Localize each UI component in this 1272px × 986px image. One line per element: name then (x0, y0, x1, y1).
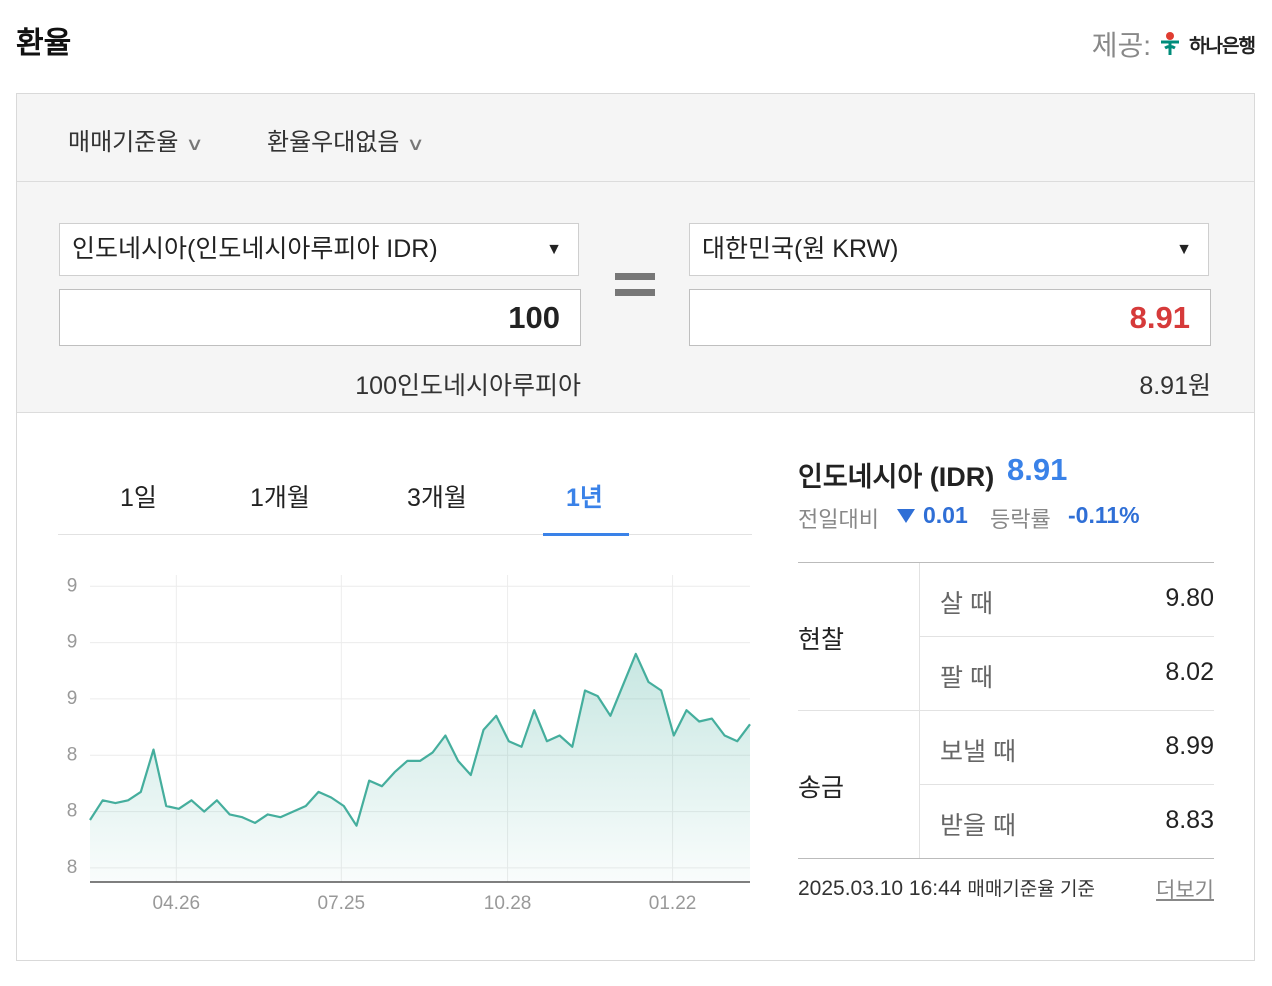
row-divider (920, 636, 1214, 637)
row-label: 받을 때 (940, 812, 1016, 840)
row-divider (920, 784, 1214, 785)
table-bottom (798, 858, 1214, 859)
group-label: 현찰 (798, 626, 845, 654)
x-tick-label: 07.25 (318, 893, 366, 914)
group-divider (798, 710, 1214, 711)
bank-logo (1161, 32, 1180, 55)
provider: 제공: 하나은행 (1091, 24, 1256, 64)
period-tab[interactable]: 3개월 (407, 484, 467, 512)
more-link[interactable]: 더보기 (1156, 879, 1214, 902)
column-divider (919, 563, 920, 858)
rate-line (89, 652, 751, 827)
y-tick-label: 9 (67, 632, 78, 653)
rate-change-value: -0.11% (1068, 502, 1140, 528)
filter-label: 환율우대없음 (267, 129, 400, 156)
x-tick-label: 01.22 (649, 893, 697, 914)
provider-name: 하나은행 (1189, 35, 1256, 57)
rate-change-label: 등락률 (990, 507, 1051, 532)
page-title: 환율 (16, 27, 72, 60)
row-value: 8.83 (1165, 806, 1214, 834)
change-label: 전일대비 (798, 507, 879, 532)
currency-name: 인도네시아(인도네시아루피아 IDR) (72, 235, 438, 263)
equals-sign (615, 273, 655, 296)
x-tick-label: 10.28 (484, 893, 532, 914)
x-tick-label: 04.26 (153, 893, 201, 914)
row-label: 팔 때 (940, 664, 993, 692)
down-arrow (897, 509, 915, 523)
currency-select[interactable]: 인도네시아(인도네시아루피아 IDR) ▼ (59, 223, 579, 276)
period-tab[interactable]: 1일 (120, 484, 157, 512)
y-tick-label: 9 (67, 688, 78, 709)
y-tick-label: 9 (67, 575, 78, 596)
row-value: 9.80 (1165, 584, 1214, 612)
currency-name: 대한민국(원 KRW) (702, 235, 899, 263)
row-label: 살 때 (940, 590, 993, 618)
filter-dropdown[interactable]: 매매기준율 ∨ (68, 129, 205, 156)
active-tab-indicator (543, 533, 629, 536)
result-output[interactable]: 8.91 (689, 289, 1211, 346)
row-label: 보낼 때 (940, 738, 1016, 766)
provider-label: 제공: (1091, 30, 1152, 61)
table-top (798, 562, 1214, 563)
y-tick-label: 8 (67, 857, 78, 878)
timestamp-value: 2025.03.10 16:44 (798, 877, 962, 900)
chart: 9 9 9 8 8 8 04.26 07.25 10.28 01.22 (67, 575, 751, 914)
row-value: 8.02 (1165, 658, 1214, 686)
amount-caption: 100인도네시아루피아 (355, 372, 581, 400)
currency-select[interactable]: 대한민국(원 KRW) ▼ (689, 223, 1209, 276)
amount-input[interactable]: 100 (59, 289, 581, 346)
widget-frame (16, 93, 1255, 961)
filter-label: 매매기준율 (68, 129, 179, 156)
y-tick-label: 8 (67, 744, 78, 765)
summary-rate: 8.91 (1007, 452, 1068, 487)
row-value: 8.99 (1165, 732, 1214, 760)
summary-name: 인도네시아 (IDR) (798, 462, 995, 492)
period-tab[interactable]: 1년 (566, 484, 603, 512)
filter-bar (17, 94, 1254, 182)
group-label: 송금 (798, 774, 845, 802)
basis: 매매기준율 기준 (967, 879, 1095, 900)
period-tab[interactable]: 1개월 (250, 484, 310, 512)
tab-divider (58, 534, 752, 535)
change-value: 0.01 (923, 502, 968, 528)
area-fill (90, 653, 750, 882)
timestamp: 2025.03.10 16:44 매매기준율 기준 (798, 874, 1095, 901)
y-tick-label: 8 (67, 801, 78, 822)
filter-dropdown[interactable]: 환율우대없음 ∨ (267, 129, 426, 156)
result-caption: 8.91원 (1139, 372, 1211, 400)
